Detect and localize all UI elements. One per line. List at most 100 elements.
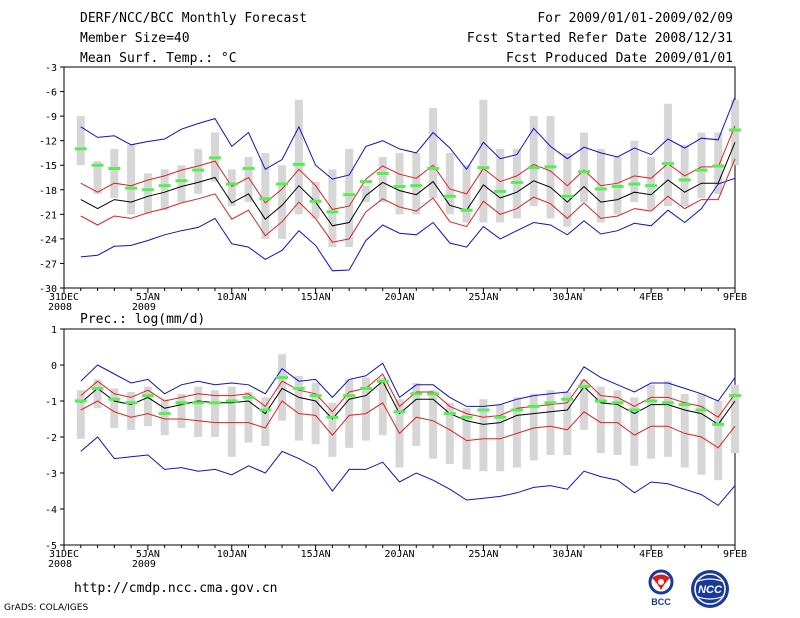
median-marker — [141, 188, 154, 192]
x-tick-label: 20JAN — [384, 549, 414, 560]
median-marker — [443, 412, 456, 416]
ensemble-box — [429, 107, 438, 198]
median-marker — [410, 184, 423, 188]
x-tick-label: 9FEB — [723, 549, 747, 560]
ensemble-box — [261, 397, 270, 446]
y-tick-label: -4 — [45, 505, 57, 516]
median-marker — [494, 415, 507, 419]
y-tick-label: 0 — [51, 361, 57, 372]
ensemble-box — [194, 386, 203, 437]
ensemble-box — [563, 152, 572, 227]
median-marker — [527, 166, 540, 170]
plus-sigma-line — [80, 373, 736, 418]
ensemble-box — [697, 393, 706, 475]
ensemble-box — [563, 392, 572, 455]
x-tick-label: 20JAN — [384, 292, 414, 303]
minus-sigma-line — [80, 158, 736, 243]
ensemble-box — [663, 103, 672, 207]
x-tick-label: 9FEB — [723, 292, 747, 303]
forecast-period-label: For 2009/01/01-2009/02/09 — [537, 11, 733, 26]
ensemble-box — [596, 386, 605, 454]
median-marker — [376, 171, 389, 175]
median-marker — [343, 394, 356, 398]
ensemble-box — [731, 99, 739, 166]
bcc-logo-text: BCC — [651, 597, 671, 607]
ensemble-box — [294, 99, 303, 215]
median-marker — [695, 168, 708, 172]
ensemble-box — [93, 379, 102, 409]
ensemble-box — [680, 393, 689, 468]
ensemble-box — [412, 383, 421, 446]
x-tick-label: 25JAN — [468, 292, 498, 303]
ensemble-box — [663, 381, 672, 457]
median-marker — [343, 193, 356, 197]
ensemble-box — [227, 169, 236, 207]
median-marker — [460, 415, 473, 419]
median-marker — [175, 179, 188, 183]
y-tick-label: -6 — [45, 88, 57, 99]
median-marker — [208, 401, 221, 405]
ensemble-box — [311, 383, 320, 445]
min-line — [80, 436, 736, 507]
ncc-logo-text: NCC — [698, 584, 723, 596]
median-marker — [309, 199, 322, 203]
median-marker — [712, 164, 725, 168]
median-marker — [678, 178, 691, 182]
x-tick-label: 15JAN — [301, 549, 331, 560]
ensemble-box — [731, 384, 739, 454]
chart-0 — [60, 66, 741, 293]
median-marker — [544, 401, 557, 405]
ensemble-box — [278, 354, 287, 421]
ensemble-box — [580, 379, 589, 430]
median-marker — [225, 399, 238, 403]
ensemble-box — [294, 375, 303, 441]
plus-sigma-line — [80, 125, 736, 210]
median-marker — [259, 197, 272, 201]
max-line — [80, 97, 736, 180]
ensemble-box — [127, 392, 136, 430]
footer-url[interactable]: http://cmdp.ncc.cma.gov.cn — [74, 581, 278, 596]
ensemble-box — [76, 116, 85, 166]
ensemble-box — [261, 152, 270, 239]
ensemble-box — [378, 377, 387, 436]
median-marker — [393, 185, 406, 189]
median-marker — [393, 410, 406, 414]
x-tick-label: 4FEB — [639, 549, 663, 560]
median-marker — [158, 412, 171, 416]
minus-sigma-line — [80, 400, 736, 449]
ensemble-box — [227, 386, 236, 457]
member-size-label: Member Size=40 — [80, 31, 190, 46]
median-marker — [225, 182, 238, 186]
median-marker — [108, 166, 121, 170]
median-marker — [477, 408, 490, 412]
median-marker — [125, 401, 138, 405]
ensemble-box — [395, 152, 404, 215]
median-marker — [695, 408, 708, 412]
median-marker — [611, 185, 624, 189]
median-marker — [661, 401, 674, 405]
ensemble-box — [160, 169, 169, 211]
median-marker — [359, 386, 372, 390]
x-tick-sublabel: 2009 — [132, 559, 156, 570]
x-tick-label: 4FEB — [639, 292, 663, 303]
ensemble-box — [529, 393, 538, 461]
x-tick-label: 25JAN — [468, 549, 498, 560]
median-marker — [208, 156, 221, 160]
ensemble-box — [445, 402, 454, 464]
ensemble-box — [328, 402, 337, 457]
variable-label: Mean Surf. Temp.: °C — [80, 51, 237, 66]
y-tick-label: -21 — [39, 210, 57, 221]
ensemble-box — [345, 148, 354, 248]
ensemble-box — [647, 384, 656, 459]
ensemble-box — [361, 377, 370, 441]
min-line — [80, 177, 736, 272]
median-marker — [645, 184, 658, 188]
median-marker — [242, 395, 255, 399]
median-marker — [175, 401, 188, 405]
ensemble-box — [345, 379, 354, 448]
ensemble-box — [244, 157, 253, 203]
median-marker — [309, 394, 322, 398]
ensemble-box — [244, 392, 253, 443]
median-marker — [276, 182, 289, 186]
